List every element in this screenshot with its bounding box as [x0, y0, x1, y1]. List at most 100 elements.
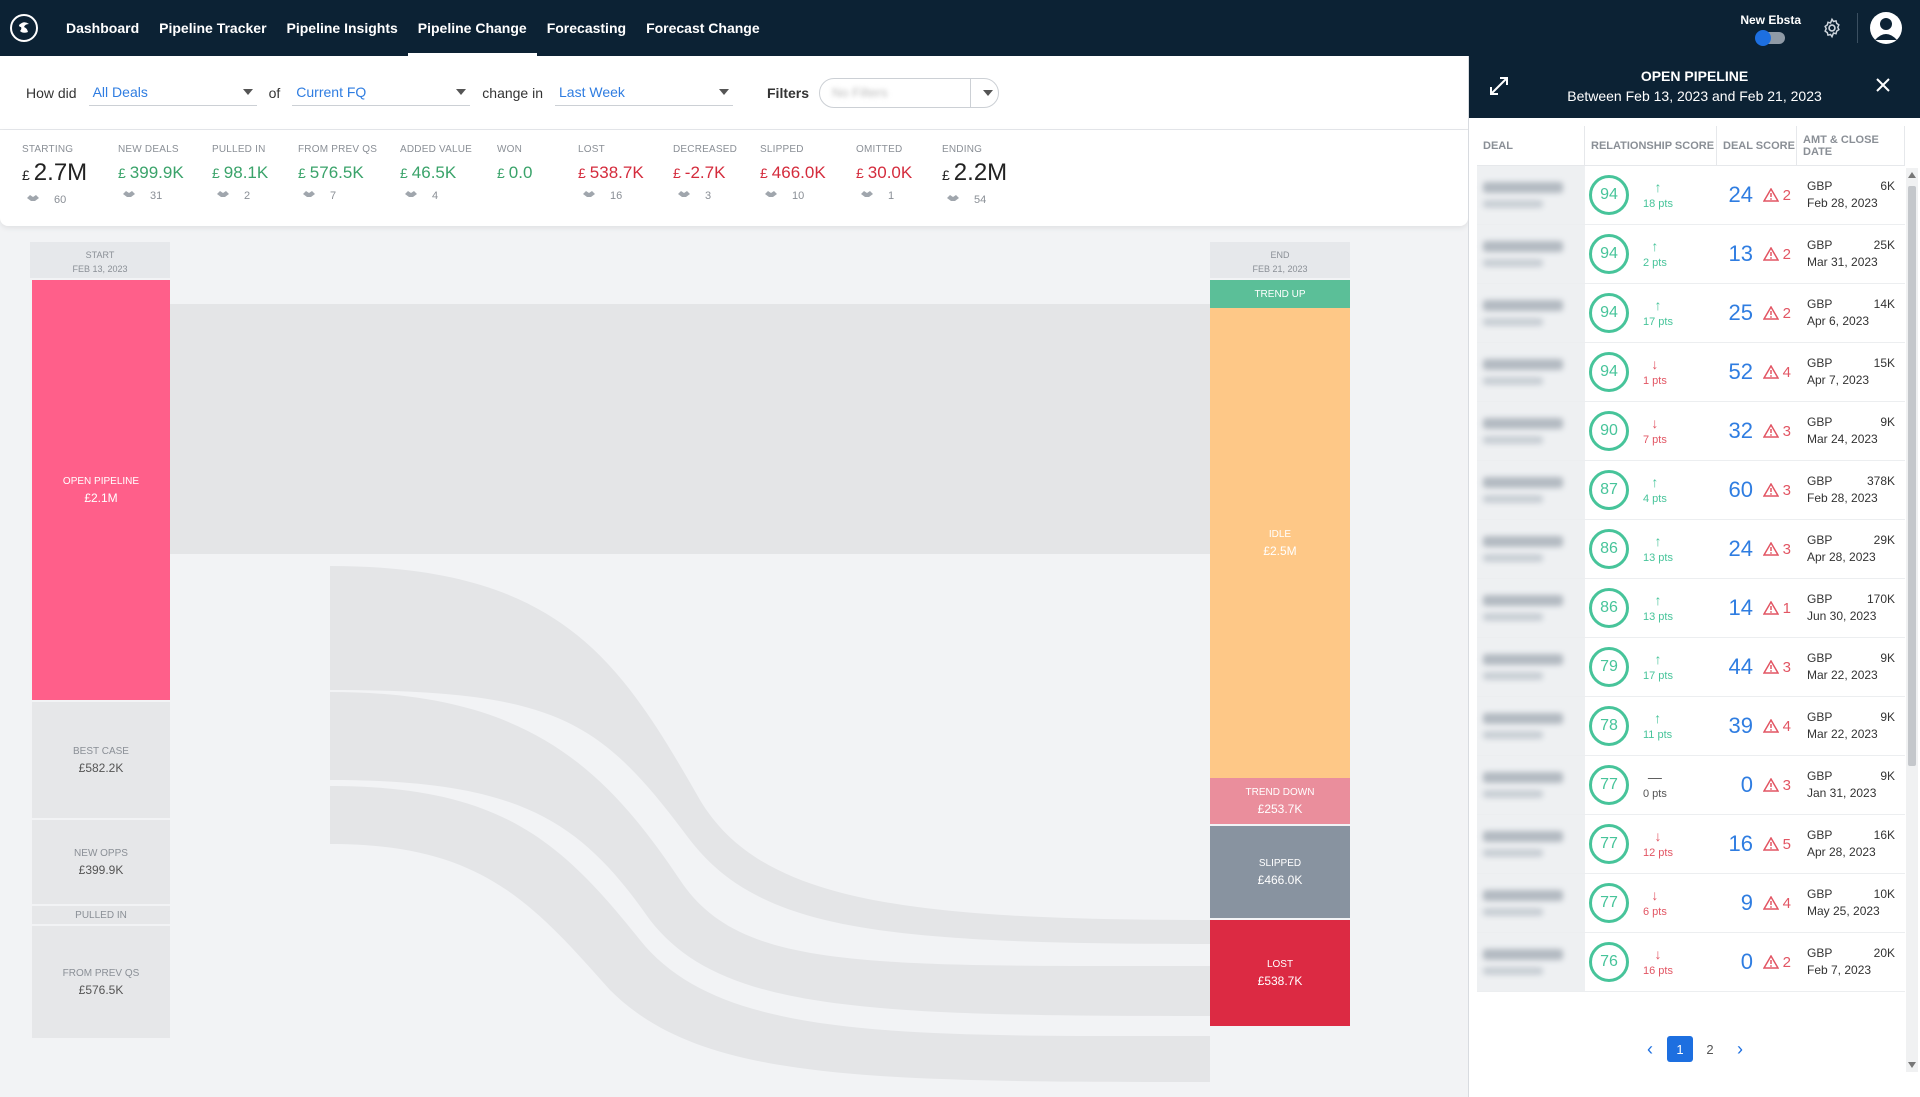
- deal-name-blurred[interactable]: [1477, 874, 1585, 932]
- deal-name-blurred[interactable]: [1477, 343, 1585, 401]
- panel-header: OPEN PIPELINE Between Feb 13, 2023 and F…: [1469, 56, 1920, 118]
- amount-cell: GBP 10K May 25, 2023: [1797, 874, 1905, 932]
- stat-decreased[interactable]: DECREASED £ -2.7K 3: [673, 144, 737, 202]
- delta-points: 0 pts: [1643, 788, 1667, 800]
- table-row[interactable]: 77 ↓ 6 pts 9 4 GBP 10K May 25, 2023: [1477, 874, 1905, 933]
- deal-name-blurred[interactable]: [1477, 579, 1585, 637]
- column-deal-score[interactable]: DEAL SCORE: [1717, 126, 1797, 165]
- relationship-score-ring: 86: [1589, 529, 1629, 569]
- deal-name-blurred[interactable]: [1477, 638, 1585, 696]
- warning-count[interactable]: 3: [1762, 777, 1791, 794]
- tab-pipeline-change[interactable]: Pipeline Change: [407, 0, 537, 56]
- score-delta: ↑ 18 pts: [1643, 180, 1673, 210]
- deal-name-blurred[interactable]: [1477, 166, 1585, 224]
- deal-name-blurred[interactable]: [1477, 402, 1585, 460]
- change-select[interactable]: Last Week: [555, 80, 733, 106]
- node-idle[interactable]: IDLE £2.5M: [1210, 308, 1350, 778]
- deals-select[interactable]: All Deals: [88, 80, 257, 106]
- warning-count[interactable]: 4: [1762, 895, 1791, 912]
- node-trend-up[interactable]: TREND UP: [1210, 280, 1350, 308]
- expand-icon[interactable]: [1487, 74, 1511, 98]
- ebsta-logo-icon[interactable]: [10, 14, 38, 42]
- column-amt-close-date[interactable]: AMT & CLOSE DATE: [1797, 126, 1905, 165]
- gear-icon[interactable]: [1819, 15, 1845, 41]
- warning-count[interactable]: 3: [1762, 659, 1791, 676]
- stat-ending[interactable]: ENDING £2.2M 54: [942, 144, 1007, 206]
- table-row[interactable]: 76 ↓ 16 pts 0 2 GBP 20K Feb 7, 2023: [1477, 933, 1905, 992]
- table-row[interactable]: 94 ↑ 17 pts 25 2 GBP 14K Apr 6, 2023: [1477, 284, 1905, 343]
- stat-added-value[interactable]: ADDED VALUE £46.5K 4: [400, 144, 472, 202]
- currency-symbol: £: [497, 165, 505, 181]
- table-row[interactable]: 90 ↓ 7 pts 32 3 GBP 9K Mar 24, 2023: [1477, 402, 1905, 461]
- tab-pipeline-insights[interactable]: Pipeline Insights: [286, 20, 398, 36]
- warning-count[interactable]: 2: [1762, 954, 1791, 971]
- deal-name-blurred[interactable]: [1477, 284, 1585, 342]
- stat-omitted[interactable]: OMITTED £30.0K 1: [856, 144, 912, 202]
- stat-slipped[interactable]: SLIPPED £466.0K 10: [760, 144, 826, 202]
- node-best-case[interactable]: BEST CASE £582.2K: [32, 702, 170, 818]
- stat-from-prev-qs[interactable]: FROM PREV QS £576.5K 7: [298, 144, 377, 202]
- table-row[interactable]: 77—0 pts 0 3 GBP 9K Jan 31, 2023: [1477, 756, 1905, 815]
- table-row[interactable]: 94 ↑ 2 pts 13 2 GBP 25K Mar 31, 2023: [1477, 225, 1905, 284]
- relationship-score-ring: 94: [1589, 234, 1629, 274]
- deal-name-blurred[interactable]: [1477, 756, 1585, 814]
- amount-line: GBP 9K: [1807, 414, 1895, 431]
- column-relationship-score[interactable]: RELATIONSHIP SCORE: [1585, 126, 1717, 165]
- deal-name-blurred[interactable]: [1477, 461, 1585, 519]
- scrollbar-thumb[interactable]: [1908, 186, 1916, 766]
- node-pulled-in[interactable]: PULLED IN: [32, 906, 170, 924]
- node-trend-down[interactable]: TREND DOWN £253.7K: [1210, 778, 1350, 824]
- filters-select[interactable]: No Filters: [819, 77, 1000, 108]
- node-from-prev-qs[interactable]: FROM PREV QS £576.5K: [32, 926, 170, 1038]
- deal-name-blurred[interactable]: [1477, 225, 1585, 283]
- next-page-icon[interactable]: ›: [1737, 1038, 1743, 1059]
- page-2-button[interactable]: 2: [1706, 1041, 1714, 1057]
- period-select[interactable]: Current FQ: [292, 80, 471, 106]
- page-1-button[interactable]: 1: [1667, 1036, 1693, 1062]
- tab-forecasting[interactable]: Forecasting: [546, 20, 627, 36]
- table-row[interactable]: 78 ↑ 11 pts 39 4 GBP 9K Mar 22, 2023: [1477, 697, 1905, 756]
- node-lost[interactable]: LOST £538.7K: [1210, 920, 1350, 1026]
- warning-count[interactable]: 4: [1762, 718, 1791, 735]
- table-row[interactable]: 86 ↑ 13 pts 14 1 GBP 170K Jun 30, 2023: [1477, 579, 1905, 638]
- table-scrollbar[interactable]: [1906, 168, 1918, 1072]
- table-row[interactable]: 79 ↑ 17 pts 44 3 GBP 9K Mar 22, 2023: [1477, 638, 1905, 697]
- warning-count[interactable]: 4: [1762, 364, 1791, 381]
- tab-pipeline-tracker[interactable]: Pipeline Tracker: [159, 20, 267, 36]
- filters-dropdown-button[interactable]: [970, 78, 998, 107]
- deal-name-blurred[interactable]: [1477, 697, 1585, 755]
- node-new-opps[interactable]: NEW OPPS £399.9K: [32, 820, 170, 904]
- new-ebsta-toggle[interactable]: [1754, 29, 1785, 46]
- tab-dashboard[interactable]: Dashboard: [66, 20, 140, 36]
- user-avatar-icon[interactable]: [1870, 12, 1902, 44]
- warning-count[interactable]: 2: [1762, 246, 1791, 263]
- warning-count[interactable]: 3: [1762, 482, 1791, 499]
- warning-count[interactable]: 1: [1762, 600, 1791, 617]
- node-slipped[interactable]: SLIPPED £466.0K: [1210, 826, 1350, 918]
- deal-name-blurred[interactable]: [1477, 933, 1585, 991]
- warning-count[interactable]: 5: [1762, 836, 1791, 853]
- stat-won[interactable]: WON £0.0: [497, 144, 532, 183]
- tab-forecast-change[interactable]: Forecast Change: [646, 20, 760, 36]
- deal-name-blurred[interactable]: [1477, 815, 1585, 873]
- node-open-pipeline[interactable]: OPEN PIPELINE £2.1M: [32, 280, 170, 700]
- warning-count[interactable]: 2: [1762, 305, 1791, 322]
- close-icon[interactable]: [1874, 76, 1892, 94]
- stat-lost[interactable]: LOST £538.7K 16: [578, 144, 644, 202]
- deal-name-blurred[interactable]: [1477, 520, 1585, 578]
- stat-starting[interactable]: STARTING £2.7M 60: [22, 144, 87, 206]
- table-row[interactable]: 87 ↑ 4 pts 60 3 GBP 378K Feb 28, 2023: [1477, 461, 1905, 520]
- warning-count[interactable]: 3: [1762, 541, 1791, 558]
- scroll-up-icon[interactable]: [1908, 172, 1916, 178]
- table-row[interactable]: 86 ↑ 13 pts 24 3 GBP 29K Apr 28, 2023: [1477, 520, 1905, 579]
- prev-page-icon[interactable]: ‹: [1647, 1038, 1653, 1059]
- column-deal[interactable]: DEAL: [1477, 126, 1585, 165]
- table-row[interactable]: 94 ↓ 1 pts 52 4 GBP 15K Apr 7, 2023: [1477, 343, 1905, 402]
- warning-count[interactable]: 2: [1762, 187, 1791, 204]
- stat-new-deals[interactable]: NEW DEALS £399.9K 31: [118, 144, 184, 202]
- stat-pulled-in[interactable]: PULLED IN £98.1K 2: [212, 144, 268, 202]
- scroll-down-icon[interactable]: [1908, 1062, 1916, 1068]
- warning-count[interactable]: 3: [1762, 423, 1791, 440]
- table-row[interactable]: 77 ↓ 12 pts 16 5 GBP 16K Apr 28, 2023: [1477, 815, 1905, 874]
- table-row[interactable]: 94 ↑ 18 pts 24 2 GBP 6K Feb 28, 2023: [1477, 166, 1905, 225]
